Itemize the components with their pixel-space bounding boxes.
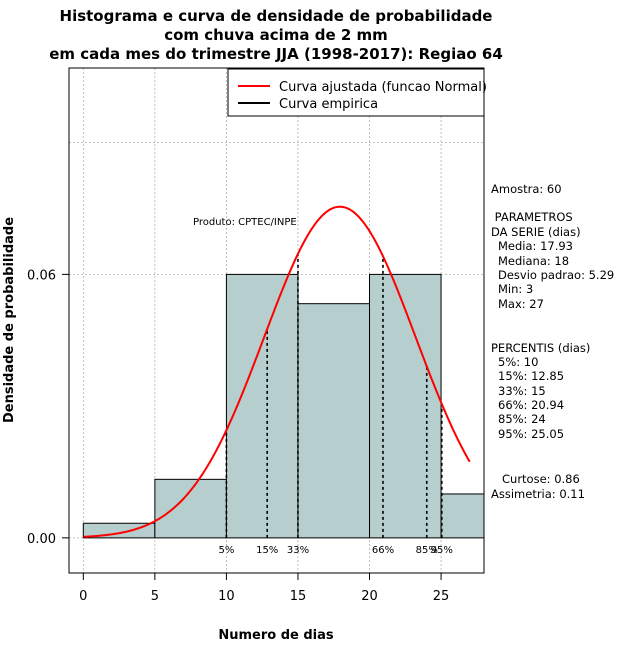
percentile-5: 5%: 10 bbox=[498, 355, 538, 369]
y-axis-label: Densidade de probabilidade bbox=[2, 217, 17, 423]
y-tick-label-1: 0.06 bbox=[27, 268, 56, 283]
params-title-1: PARAMETROS bbox=[491, 210, 573, 224]
percentile-66: 66%: 20.94 bbox=[498, 398, 564, 412]
percentile-markers: 5% 15% 33% 66% 85%95% bbox=[218, 253, 453, 556]
histogram-bars bbox=[82, 273, 485, 539]
param-min: Min: 3 bbox=[498, 282, 533, 296]
statistics-panel: Amostra: 60 PARAMETROS DA SERIE (dias) M… bbox=[491, 182, 614, 501]
chart-title-line-2: com chuva acima de 2 mm bbox=[164, 26, 388, 44]
percentile-label-4: 85% bbox=[416, 545, 438, 556]
y-axis: 0.00 0.06 bbox=[27, 268, 70, 547]
kurtosis: Curtose: 0.86 bbox=[502, 472, 580, 486]
percentile-label-5: 95% bbox=[431, 545, 453, 556]
percentile-label-2: 33% bbox=[287, 545, 309, 556]
fitted-normal-curve bbox=[83, 205, 471, 538]
percentile-label-3: 66% bbox=[372, 545, 394, 556]
percentile-15: 15%: 12.85 bbox=[498, 369, 564, 383]
percentiles-title: PERCENTIS (dias) bbox=[491, 341, 590, 355]
legend: Curva ajustada (funcao Normal) Curva emp… bbox=[227, 68, 487, 117]
histogram-bar-4 bbox=[369, 273, 442, 539]
param-max: Max: 27 bbox=[498, 297, 544, 311]
param-stddev: Desvio padrao: 5.29 bbox=[498, 268, 614, 282]
x-tick-label-1: 5 bbox=[151, 589, 159, 604]
product-annotation: Produto: CPTEC/INPE bbox=[193, 217, 297, 228]
legend-label-empirical: Curva empirica bbox=[279, 97, 378, 112]
legend-box bbox=[227, 68, 485, 117]
x-tick-label-4: 20 bbox=[361, 589, 378, 604]
param-mean: Media: 17.93 bbox=[498, 239, 573, 253]
chart-title-line-3: em cada mes do trimestre JJA (1998-2017)… bbox=[49, 45, 503, 63]
sample-size: Amostra: 60 bbox=[491, 182, 562, 196]
x-tick-label-2: 10 bbox=[218, 589, 235, 604]
percentile-95: 95%: 25.05 bbox=[498, 427, 564, 441]
x-tick-label-3: 15 bbox=[290, 589, 307, 604]
x-axis: 0 5 10 15 20 25 bbox=[79, 572, 450, 604]
x-tick-label-0: 0 bbox=[79, 589, 87, 604]
histogram-bar-3 bbox=[297, 303, 371, 539]
chart-title-line-1: Histograma e curva de densidade de proba… bbox=[60, 7, 493, 25]
skewness: Assimetria: 0.11 bbox=[491, 487, 585, 501]
params-title-2: DA SERIE (dias) bbox=[491, 225, 581, 239]
histogram-bar-1 bbox=[154, 478, 227, 539]
y-tick-label-0: 0.00 bbox=[27, 532, 56, 547]
histogram-bar-5 bbox=[440, 493, 485, 539]
percentile-label-0: 5% bbox=[218, 545, 234, 556]
percentile-label-1: 15% bbox=[256, 545, 278, 556]
x-axis-label: Numero de dias bbox=[218, 628, 334, 643]
histogram-bar-2 bbox=[225, 273, 299, 539]
x-tick-label-5: 25 bbox=[433, 589, 450, 604]
percentile-33: 33%: 15 bbox=[498, 384, 546, 398]
legend-label-fitted: Curva ajustada (funcao Normal) bbox=[279, 80, 487, 95]
percentile-85: 85%: 24 bbox=[498, 412, 546, 426]
param-median: Mediana: 18 bbox=[498, 254, 569, 268]
